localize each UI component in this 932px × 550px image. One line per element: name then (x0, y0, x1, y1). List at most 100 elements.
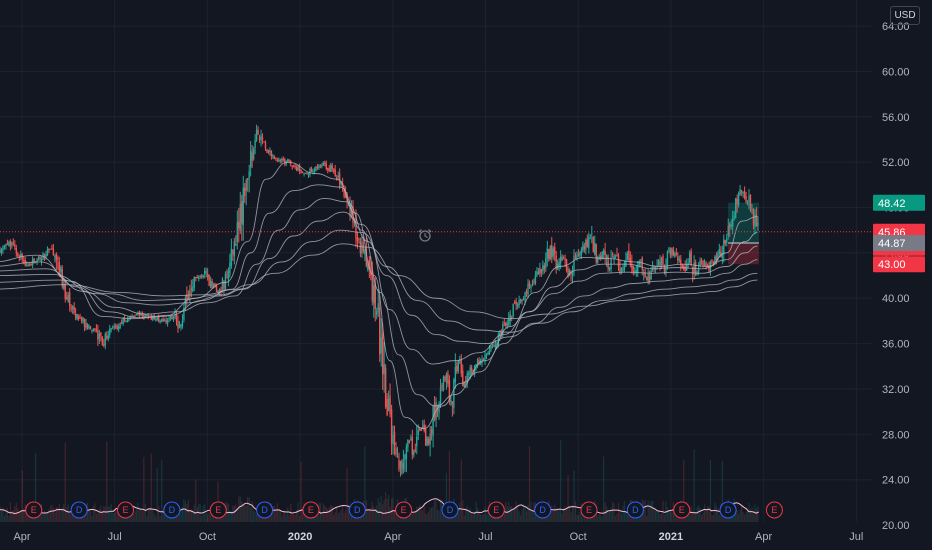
volume-bar (751, 506, 753, 522)
candle-body (386, 399, 388, 416)
candle-body (438, 403, 440, 413)
volume-bar (201, 515, 203, 522)
moving-average-line-4 (0, 211, 758, 345)
volume-bar (746, 509, 749, 522)
candle-body (536, 271, 538, 276)
candle-body (708, 265, 710, 271)
candle-body (284, 159, 286, 164)
earnings-marker[interactable]: E (209, 501, 227, 519)
candle-body (67, 294, 69, 302)
volume-bar (282, 512, 284, 522)
candle-body (577, 253, 580, 255)
volume-bar (735, 510, 737, 522)
candle-body (410, 439, 412, 441)
price-axis[interactable]: 64.0060.0056.0052.0048.0044.0040.0036.00… (872, 0, 932, 550)
moving-average-line-3 (0, 198, 758, 365)
price-tick-label: 28.00 (882, 429, 910, 441)
candle-body (568, 270, 571, 276)
dividend-marker[interactable]: D (534, 501, 552, 519)
dividend-marker[interactable]: D (70, 501, 88, 519)
candle-body (218, 289, 221, 292)
candle-body (165, 319, 167, 323)
candle-body (555, 255, 557, 270)
candle-body (206, 273, 209, 278)
volume-bar (112, 512, 114, 522)
volume-bar (527, 504, 529, 522)
candle-body (28, 264, 31, 266)
volume-bar (328, 507, 330, 522)
volume-bar (479, 514, 482, 522)
candle-body (453, 379, 455, 408)
candle-body (254, 140, 256, 148)
dividend-marker[interactable]: D (626, 501, 644, 519)
volume-bar (192, 510, 194, 522)
volume-bar (325, 507, 327, 522)
volume-bar (365, 500, 367, 522)
candle-body (147, 314, 150, 317)
earnings-marker[interactable]: E (302, 501, 320, 519)
volume-bar (175, 512, 178, 522)
moving-average-line-6 (0, 243, 758, 320)
volume-bar (668, 509, 670, 522)
volume-bar (239, 496, 241, 522)
candle-body (175, 314, 178, 322)
volume-bar (275, 508, 277, 522)
volume-bar (557, 510, 559, 522)
candle-body (513, 302, 516, 304)
volume-bar (8, 515, 10, 522)
candle-body (227, 270, 230, 280)
volume-bar (106, 441, 108, 522)
volume-bar (708, 506, 710, 522)
volume-bar (717, 508, 719, 522)
volume-bar (115, 508, 117, 522)
candle-body (242, 187, 244, 226)
time-axis[interactable]: Apr Jul Oct 2020 Apr Jul Oct 2021 Apr Jul (0, 524, 872, 550)
dividend-circle (719, 501, 737, 519)
volume-bar (617, 503, 620, 522)
earnings-marker[interactable]: E (487, 501, 505, 519)
currency-button[interactable]: USD (890, 6, 920, 25)
dividend-marker[interactable]: D (441, 501, 459, 519)
candle-body (3, 245, 6, 247)
earnings-circle (673, 501, 691, 519)
candle-body (0, 250, 1, 253)
dividend-marker[interactable]: D (719, 501, 737, 519)
candle-body (20, 253, 22, 258)
earnings-marker[interactable]: E (580, 501, 598, 519)
earnings-marker[interactable]: E (25, 501, 43, 519)
volume-bar (474, 511, 476, 522)
volume-bar (413, 513, 415, 522)
earnings-marker[interactable]: E (673, 501, 691, 519)
earnings-marker[interactable]: E (395, 501, 413, 519)
alarm-clock-icon[interactable] (418, 229, 432, 242)
volume-bar (103, 506, 105, 522)
event-markers[interactable]: DEDEDEDEDEDEDEDEDE (0, 501, 783, 519)
candle-body (611, 256, 614, 258)
volume-bar (620, 514, 623, 522)
candle-body (356, 237, 359, 242)
candle-body (427, 438, 430, 444)
volume-bar (712, 514, 715, 522)
dividend-marker[interactable]: D (163, 501, 181, 519)
volume-bar (334, 511, 336, 522)
event-marker-label: D (447, 505, 454, 515)
volume-bar (232, 505, 234, 522)
earnings-marker[interactable]: E (765, 501, 783, 519)
event-marker-label: E (123, 505, 129, 515)
candle-body (429, 433, 431, 445)
volume-bar (517, 505, 519, 522)
volume-bar (387, 495, 390, 522)
dividend-marker[interactable]: D (348, 501, 366, 519)
volume-bar (462, 500, 464, 522)
volume-bar (273, 505, 275, 522)
volume-bar (150, 453, 152, 522)
volume-bar (432, 506, 434, 522)
volume-bar (518, 511, 520, 522)
earnings-circle (302, 501, 320, 519)
earnings-marker[interactable]: E (117, 501, 135, 519)
dividend-marker[interactable]: D (256, 501, 274, 519)
volume-bar (346, 468, 348, 522)
candle-body (546, 248, 548, 258)
